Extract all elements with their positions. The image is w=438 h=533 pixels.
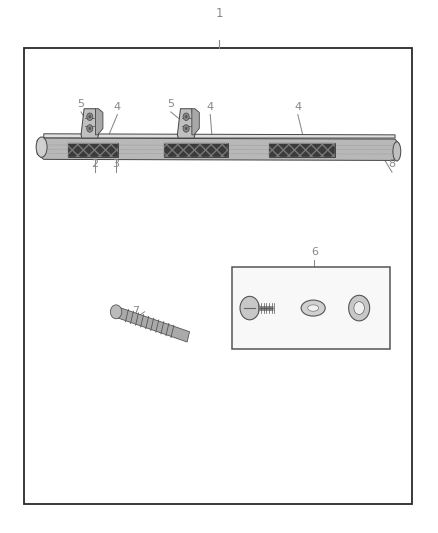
- Ellipse shape: [393, 142, 401, 161]
- Bar: [164, 143, 228, 157]
- Text: 1: 1: [215, 7, 223, 20]
- Circle shape: [354, 302, 364, 314]
- Ellipse shape: [307, 305, 318, 311]
- Text: 5: 5: [167, 99, 174, 109]
- Circle shape: [349, 295, 370, 321]
- Text: 4: 4: [207, 102, 214, 112]
- Bar: [232, 266, 390, 349]
- Text: 4: 4: [114, 102, 121, 112]
- Circle shape: [185, 127, 187, 130]
- Text: 7: 7: [132, 305, 139, 316]
- Text: 4: 4: [294, 102, 301, 112]
- Circle shape: [87, 125, 93, 132]
- Text: 6: 6: [311, 247, 318, 257]
- Ellipse shape: [301, 300, 325, 316]
- Circle shape: [185, 115, 187, 118]
- Text: 8: 8: [389, 159, 396, 169]
- Circle shape: [88, 127, 91, 130]
- Ellipse shape: [36, 137, 47, 157]
- Circle shape: [183, 125, 189, 132]
- Text: 2: 2: [91, 159, 98, 169]
- Circle shape: [240, 296, 259, 320]
- Circle shape: [110, 305, 122, 319]
- Polygon shape: [37, 138, 399, 160]
- Text: 5: 5: [78, 99, 85, 109]
- Bar: [68, 143, 118, 157]
- Bar: [68, 143, 118, 157]
- Bar: [164, 143, 228, 157]
- Bar: [269, 143, 335, 144]
- Bar: [269, 143, 335, 157]
- Text: 3: 3: [113, 159, 120, 169]
- Polygon shape: [115, 306, 190, 342]
- Bar: [68, 143, 118, 144]
- Circle shape: [87, 113, 93, 120]
- Bar: [24, 48, 412, 504]
- Circle shape: [88, 115, 91, 118]
- Polygon shape: [177, 109, 195, 138]
- Polygon shape: [81, 109, 99, 138]
- Bar: [269, 143, 335, 157]
- Polygon shape: [95, 109, 103, 135]
- Bar: [164, 143, 228, 144]
- Polygon shape: [44, 134, 395, 138]
- Circle shape: [183, 113, 189, 120]
- Polygon shape: [192, 109, 199, 135]
